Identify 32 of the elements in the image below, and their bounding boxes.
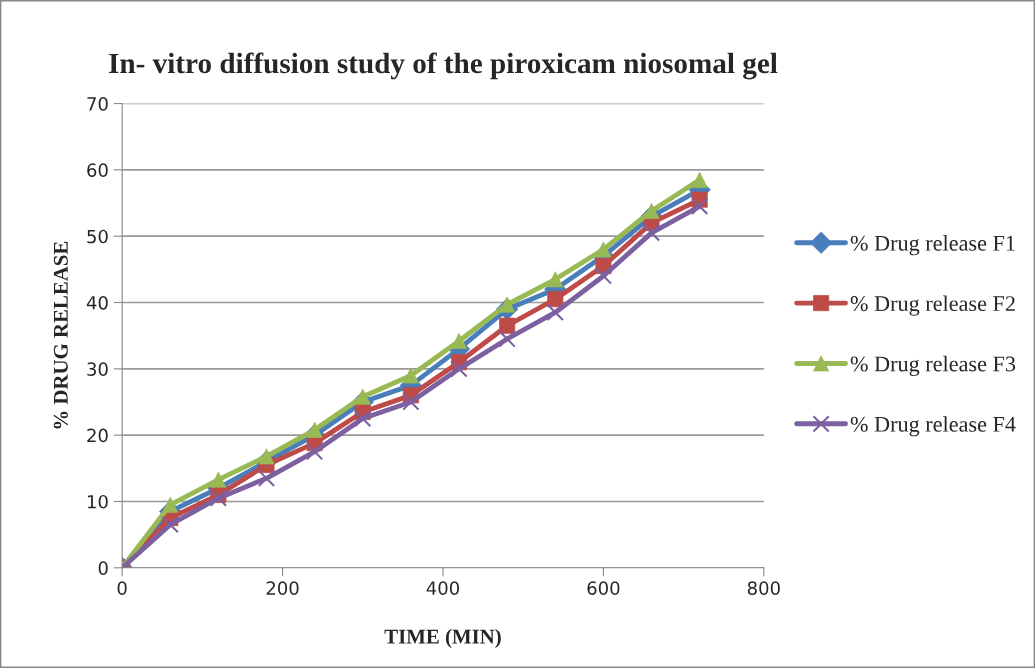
x-tick-label: 800 [747, 581, 780, 595]
legend-label: % Drug release F2 [850, 295, 1015, 316]
point [209, 489, 228, 507]
point [354, 409, 372, 428]
y-tick-label: 30 [87, 362, 108, 376]
point [402, 393, 420, 411]
y-tick-label: 0 [98, 561, 108, 575]
x-tick-label: 200 [266, 581, 299, 595]
x-tick-label: 600 [587, 581, 620, 595]
point [594, 267, 613, 285]
x-axis-title: TIME (MIN) [384, 629, 501, 648]
legend-label: % Drug release F4 [850, 416, 1016, 437]
point [451, 332, 468, 349]
chart-title: In- vitro diffusion study of the piroxicam niosomal gel [109, 52, 778, 80]
point [498, 330, 516, 348]
point [546, 303, 564, 322]
y-tick-label: 70 [87, 97, 108, 111]
x-tick-label: 400 [426, 581, 460, 595]
y-tick-label: 20 [87, 428, 108, 443]
point [305, 443, 324, 461]
y-tick-label: 10 [87, 494, 108, 509]
point [450, 360, 468, 378]
y-axis-title: % DRUG RELEASE [53, 241, 68, 429]
y-tick-label: 60 [87, 163, 108, 177]
legend-label: % Drug release F3 [850, 355, 1016, 377]
point [257, 469, 276, 487]
point [642, 224, 661, 242]
legend-label: % Drug release F1 [850, 235, 1015, 256]
point [690, 197, 709, 216]
y-tick-label: 40 [86, 295, 108, 310]
y-tick-label: 50 [87, 229, 108, 244]
x-tick-label: 0 [117, 581, 127, 595]
